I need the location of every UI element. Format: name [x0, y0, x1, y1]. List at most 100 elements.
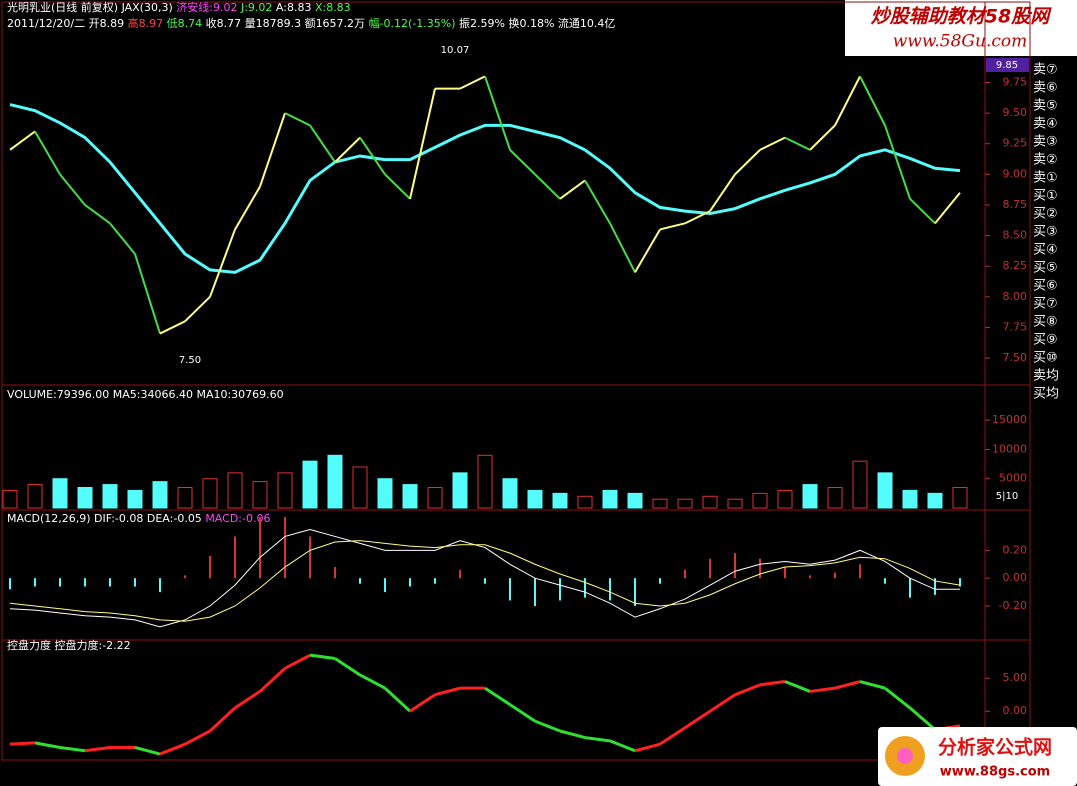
header-part: 振2.59% 换0.18% 流通10.4亿	[456, 16, 616, 30]
volume-bar	[227, 472, 243, 509]
volume-bar	[827, 487, 843, 509]
header-part: 高8.97	[128, 16, 164, 30]
logo-title: 分析家公式网	[938, 736, 1052, 759]
volume-bar	[452, 472, 468, 509]
order-book-label: 卖⑥	[1033, 81, 1058, 96]
y-tick-label: 9.50	[1003, 106, 1028, 119]
header-part: MACD(12,26,9) DIF:-0.08 DEA:-0.05	[7, 512, 205, 525]
line-segment	[884, 125, 911, 200]
line-segment	[734, 149, 761, 176]
line-segment	[159, 320, 186, 335]
line-segment	[409, 88, 436, 200]
line-segment	[884, 686, 911, 710]
line-segment	[684, 210, 711, 225]
line-segment	[209, 229, 236, 298]
annotation: 5|10	[996, 491, 1018, 502]
order-book-label: 买⑤	[1033, 261, 1058, 276]
order-book-label: 买均	[1033, 387, 1059, 402]
line-segment	[684, 709, 711, 729]
line-segment	[459, 75, 486, 90]
volume-bar	[727, 498, 743, 509]
volume-bar	[202, 478, 218, 509]
series-line	[9, 103, 961, 274]
line-segment	[534, 719, 561, 733]
logo-center	[897, 748, 913, 764]
line-segment	[759, 136, 786, 151]
line-segment	[234, 186, 261, 230]
line-segment	[84, 204, 111, 225]
y-tick-label: 7.50	[1003, 351, 1028, 364]
y-tick-label: 9.00	[1003, 167, 1028, 180]
order-book-label: 买⑦	[1033, 297, 1058, 312]
order-book-label: 买⑩	[1033, 351, 1058, 366]
line-segment	[184, 296, 211, 323]
order-book-label: 买④	[1033, 243, 1058, 258]
order-book-label: 卖均	[1033, 369, 1059, 384]
line-segment	[584, 179, 611, 224]
volume-bar	[177, 487, 193, 509]
line-segment	[84, 745, 111, 753]
panel-header: 控盘力度 控盘力度:-2.22	[7, 638, 131, 652]
volume-bar	[577, 495, 593, 509]
line-segment	[159, 742, 186, 756]
line-segment	[834, 75, 861, 126]
line-segment	[184, 729, 211, 746]
logo-box	[878, 727, 1077, 786]
volume-bar	[902, 489, 918, 509]
volume-bar	[952, 487, 968, 509]
line-segment	[784, 136, 811, 151]
line-segment	[409, 693, 436, 713]
line-segment	[809, 124, 836, 151]
line-segment	[509, 703, 536, 723]
header-part: 收8.77 量18789.3 额1657.2万	[202, 16, 368, 30]
line-segment	[734, 683, 761, 697]
line-segment	[234, 690, 261, 710]
line-segment	[334, 136, 361, 163]
line-segment	[659, 726, 686, 746]
line-segment	[484, 686, 511, 706]
header-part: 光明乳业(日线 前复权) JAX(30,3)	[7, 0, 176, 14]
panel-header: MACD(12,26,9) DIF:-0.08 DEA:-0.05 MACD:-…	[7, 512, 270, 525]
volume-bar	[927, 492, 943, 509]
line-segment	[609, 739, 636, 753]
line-segment	[609, 222, 636, 273]
order-book-label: 卖⑦	[1033, 63, 1058, 78]
line-segment	[709, 173, 736, 212]
annotation: 10.07	[441, 45, 470, 56]
y-tick-label: 0.00	[1003, 704, 1028, 717]
line-segment	[309, 124, 336, 163]
panel-header: 光明乳业(日线 前复权) JAX(30,3) 济安线:9.02 J:9.02 A…	[7, 0, 351, 14]
watermark-title: 炒股辅助教材58股网	[871, 6, 1052, 28]
line-segment	[834, 680, 861, 690]
volume-bar	[652, 498, 668, 509]
volume-bar	[702, 495, 718, 509]
line-segment	[284, 112, 311, 127]
volume-bar	[277, 472, 293, 509]
order-book-label: 卖④	[1033, 117, 1058, 132]
line-segment	[334, 657, 361, 677]
line-segment	[709, 693, 736, 713]
line-segment	[9, 130, 36, 151]
line-segment	[784, 680, 811, 693]
volume-bar	[77, 487, 93, 509]
volume-bar	[477, 454, 493, 509]
volume-bar	[27, 484, 43, 509]
series-line	[9, 528, 960, 628]
y-tick-label: 7.75	[1003, 320, 1028, 333]
order-book-label: 买⑥	[1033, 279, 1058, 294]
line-segment	[34, 130, 61, 175]
line-segment	[909, 706, 936, 731]
line-segment	[934, 192, 961, 224]
order-book-label: 卖①	[1033, 171, 1058, 186]
volume-bar	[877, 472, 893, 509]
line-segment	[384, 173, 411, 200]
order-book-label: 买③	[1033, 225, 1058, 240]
header-part: 济安线:9.02	[176, 0, 237, 14]
line-segment	[509, 149, 536, 176]
header-part: 低8.74	[163, 17, 202, 30]
logo-url: www.88gs.com	[940, 765, 1050, 780]
line-segment	[9, 741, 36, 746]
line-segment	[909, 198, 936, 225]
line-segment	[359, 673, 386, 690]
volume-bar	[302, 460, 318, 509]
